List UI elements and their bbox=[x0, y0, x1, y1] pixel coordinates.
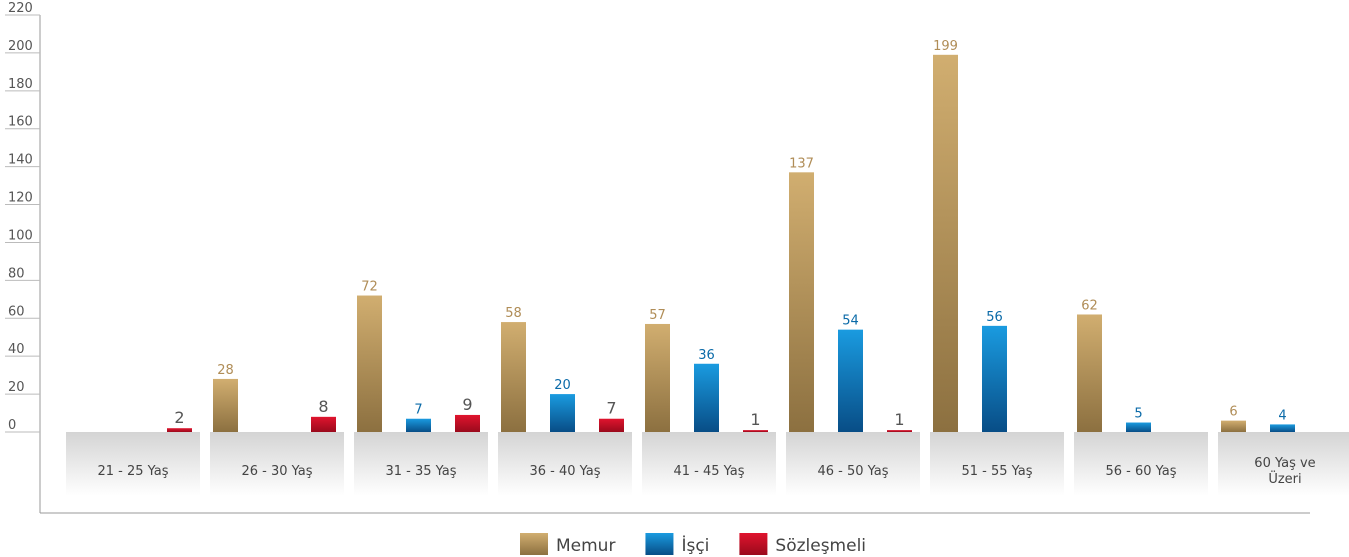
category-box bbox=[930, 432, 1064, 496]
bar bbox=[694, 363, 719, 432]
x-tick-label: 31 - 35 Yaş bbox=[385, 464, 457, 479]
bar bbox=[982, 325, 1007, 432]
legend-swatch bbox=[739, 533, 768, 555]
value-label: 20 bbox=[554, 378, 571, 393]
bar bbox=[789, 172, 814, 432]
bar bbox=[1077, 314, 1102, 432]
legend-label: İşçi bbox=[681, 535, 709, 556]
value-label: 6 bbox=[1229, 405, 1237, 420]
bar bbox=[455, 414, 480, 432]
value-label: 57 bbox=[649, 308, 666, 323]
bar bbox=[550, 394, 575, 432]
bar bbox=[933, 54, 958, 433]
value-label: 4 bbox=[1278, 408, 1286, 423]
x-tick-label: 26 - 30 Yaş bbox=[241, 464, 313, 479]
value-label: 72 bbox=[361, 280, 378, 295]
bar bbox=[311, 416, 336, 432]
category-box bbox=[1074, 432, 1208, 496]
value-label: 137 bbox=[789, 156, 814, 171]
category-box bbox=[498, 432, 632, 496]
bar bbox=[1126, 422, 1151, 432]
value-label: 36 bbox=[698, 348, 715, 363]
bar bbox=[887, 430, 912, 432]
bar bbox=[645, 323, 670, 432]
y-tick-label: 200 bbox=[8, 39, 33, 54]
value-label: 58 bbox=[505, 306, 522, 321]
value-label: 8 bbox=[318, 397, 328, 416]
x-tick-label: 41 - 45 Yaş bbox=[673, 464, 745, 479]
y-tick-label: 100 bbox=[8, 228, 33, 243]
bar bbox=[167, 428, 192, 432]
bar bbox=[1270, 424, 1295, 432]
value-label: 1 bbox=[750, 410, 760, 429]
category-box bbox=[786, 432, 920, 496]
value-label: 62 bbox=[1081, 298, 1098, 313]
y-tick-label: 220 bbox=[8, 1, 33, 16]
x-tick-label: 21 - 25 Yaş bbox=[97, 464, 169, 479]
value-label: 9 bbox=[462, 395, 472, 414]
bar bbox=[406, 418, 431, 432]
bar bbox=[213, 378, 238, 432]
category-box bbox=[642, 432, 776, 496]
y-tick-label: 160 bbox=[8, 115, 33, 130]
value-label: 199 bbox=[933, 39, 958, 54]
y-tick-label: 80 bbox=[8, 266, 25, 281]
x-tick-label: 46 - 50 Yaş bbox=[817, 464, 889, 479]
bar bbox=[743, 430, 768, 432]
bar bbox=[599, 418, 624, 432]
y-tick-label: 20 bbox=[8, 380, 25, 395]
value-label: 28 bbox=[217, 363, 234, 378]
y-tick-label: 180 bbox=[8, 77, 33, 92]
category-box bbox=[354, 432, 488, 496]
value-label: 2 bbox=[174, 408, 184, 427]
value-label: 1 bbox=[894, 410, 904, 429]
legend-swatch bbox=[645, 533, 674, 555]
legend-swatch bbox=[520, 533, 548, 555]
x-tick-label: 36 - 40 Yaş bbox=[529, 464, 601, 479]
legend-label: Sözleşmeli bbox=[775, 536, 866, 556]
bar bbox=[1221, 420, 1246, 432]
y-tick-label: 120 bbox=[8, 191, 33, 206]
x-tick-label: 56 - 60 Yaş bbox=[1105, 464, 1177, 479]
value-label: 5 bbox=[1134, 407, 1142, 422]
y-tick-label: 60 bbox=[8, 304, 25, 319]
legend-label: Memur bbox=[556, 536, 615, 556]
x-tick-label: 51 - 55 Yaş bbox=[961, 464, 1033, 479]
value-label: 54 bbox=[842, 314, 859, 329]
value-label: 7 bbox=[414, 403, 422, 418]
x-tick-label: 60 Yaş ve Üzeri bbox=[1254, 456, 1316, 487]
y-tick-label: 140 bbox=[8, 153, 33, 168]
bar bbox=[357, 295, 382, 432]
value-label: 7 bbox=[606, 399, 616, 418]
bar bbox=[838, 329, 863, 432]
bar bbox=[501, 322, 526, 432]
y-tick-label: 0 bbox=[8, 418, 16, 433]
category-box bbox=[210, 432, 344, 496]
y-tick-label: 40 bbox=[8, 342, 25, 357]
category-box bbox=[66, 432, 200, 496]
value-label: 56 bbox=[986, 310, 1003, 325]
category-box bbox=[1218, 432, 1349, 496]
